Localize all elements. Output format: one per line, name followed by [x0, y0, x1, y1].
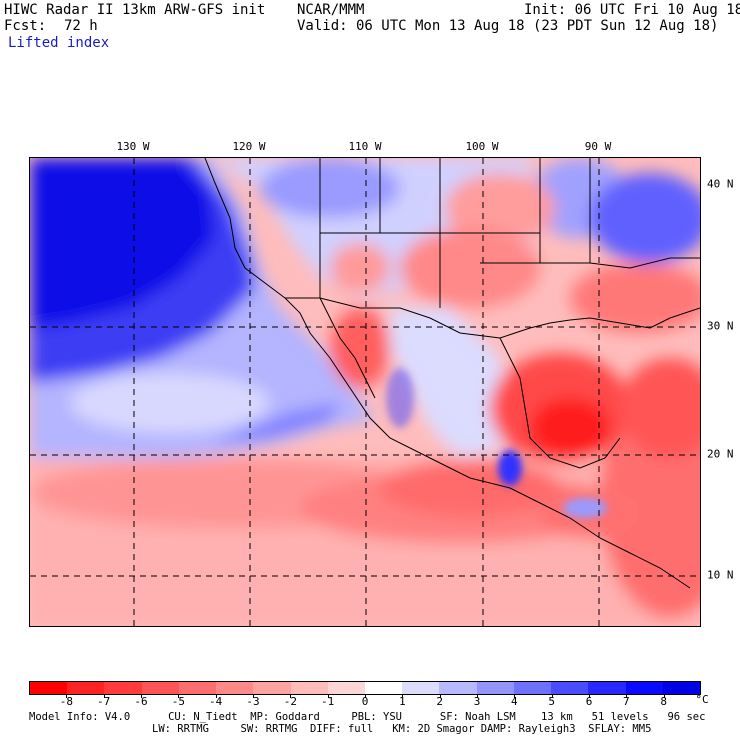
colorbar-swatch	[327, 682, 365, 694]
lon-label-110w: 110 W	[348, 140, 382, 153]
colorbar-swatch	[30, 682, 68, 694]
colorbar-swatch	[476, 682, 514, 694]
colorbar-swatch	[178, 682, 217, 694]
colorbar-tick-label: -2	[283, 695, 297, 708]
colorbar-tick-label: 5	[548, 695, 555, 708]
colorbar-tick-mark	[402, 695, 404, 698]
colorbar-tick-label: 0	[361, 695, 369, 708]
colorbar	[29, 681, 701, 695]
lon-label-100w: 100 W	[465, 140, 499, 153]
valid-time: Valid: 06 UTC Mon 13 Aug 18 (23 PDT Sun …	[297, 18, 719, 34]
colorbar-swatch	[551, 682, 589, 694]
colorbar-tick-mark	[439, 695, 441, 698]
colorbar-tick-label: 3	[473, 695, 481, 708]
colorbar-tick-label: 7	[623, 695, 630, 708]
colorbar-swatch	[253, 682, 291, 694]
lat-label-10n: 10 N	[707, 568, 734, 582]
colorbar-tick-label: 4	[511, 695, 518, 708]
colorbar-tick-mark	[253, 695, 254, 698]
lon-label-90w: 90 W	[584, 140, 612, 153]
lifted-index-map	[29, 157, 701, 627]
colorbar-tick-label: -5	[171, 695, 185, 708]
org-label: NCAR/MMM	[297, 2, 365, 18]
colorbar-swatch	[439, 682, 477, 694]
field-name: Lifted index	[8, 35, 110, 51]
colorbar-tick-mark	[589, 695, 590, 698]
lon-label-120w: 120 W	[232, 140, 266, 153]
colorbar-swatch	[588, 682, 626, 694]
colorbar-tick-mark	[290, 695, 292, 698]
colorbar-swatch	[104, 682, 142, 694]
model-info-line1: Model Info: V4.0 CU: N_Tiedt MP: Goddard…	[29, 711, 706, 723]
colorbar-tick-label: -3	[246, 695, 260, 708]
colorbar-swatch	[141, 682, 179, 694]
colorbar-swatch	[625, 682, 663, 694]
colorbar-swatch	[216, 682, 254, 694]
coastlines	[204, 158, 700, 589]
political-borders	[285, 158, 700, 339]
lat-label-40n: 40 N	[707, 177, 734, 191]
colorbar-tick-label: 8	[660, 695, 667, 708]
forecast-label: Fcst:	[4, 18, 47, 34]
colorbar-swatch	[662, 682, 700, 694]
model-info-line2: LW: RRTMG SW: RRTMG DIFF: full KM: 2D Sm…	[152, 723, 652, 735]
colorbar-tick-label: 1	[399, 695, 406, 708]
forecast-hour: 72 h	[64, 18, 98, 34]
colorbar-tick-mark	[66, 695, 68, 698]
colorbar-tick-mark	[514, 695, 516, 698]
colorbar-swatch	[364, 682, 403, 694]
lat-label-20n: 20 N	[707, 447, 734, 461]
colorbar-tick-label: -4	[209, 695, 223, 708]
lat-lon-grid	[30, 158, 700, 626]
colorbar-swatch	[67, 682, 105, 694]
colorbar-swatch	[290, 682, 328, 694]
local-features	[386, 368, 607, 518]
colorbar-swatch	[402, 682, 440, 694]
colorbar-tick-mark	[141, 695, 142, 698]
colorbar-tick-mark	[178, 695, 180, 698]
colorbar-unit: °C	[695, 693, 709, 706]
colorbar-tick-label: -6	[134, 695, 148, 708]
init-time: Init: 06 UTC Fri 10 Aug 18	[524, 2, 740, 18]
colorbar-tick-label: -7	[97, 695, 111, 708]
lon-label-130w: 130 W	[116, 140, 150, 153]
colorbar-tick-label: 6	[585, 695, 593, 708]
colorbar-tick-mark	[477, 695, 478, 698]
colorbar-tick-mark	[551, 695, 553, 698]
colorbar-tick-mark	[365, 695, 366, 698]
colorbar-tick-mark	[327, 695, 329, 698]
colorbar-tick-label: -8	[59, 695, 73, 708]
colorbar-swatch	[513, 682, 552, 694]
colorbar-tick-label: -1	[321, 695, 335, 708]
colorbar-tick-mark	[215, 695, 217, 698]
colorbar-tick-mark	[626, 695, 628, 698]
colorbar-tick-mark	[663, 695, 665, 698]
colorbar-tick-label: 2	[436, 695, 443, 708]
chart-title: HIWC Radar II 13km ARW-GFS init	[4, 2, 266, 18]
lat-label-30n: 30 N	[707, 319, 734, 333]
colorbar-tick-mark	[103, 695, 105, 698]
